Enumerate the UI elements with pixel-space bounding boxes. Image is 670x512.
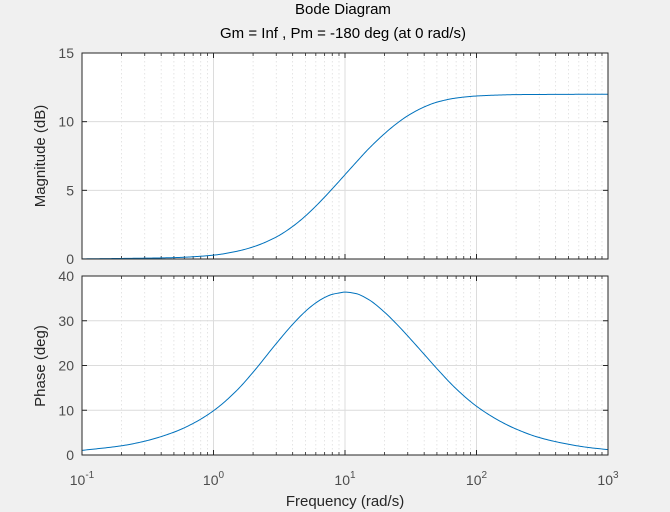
magnitude-y-axis-label: Magnitude (dB): [32, 105, 49, 208]
x-tick-label-base: 10: [203, 472, 219, 488]
phase-y-tick-label: 20: [58, 358, 74, 374]
x-tick-label: 102: [466, 470, 488, 488]
x-tick-label-exponent: 2: [482, 470, 488, 481]
phase-series-line: [81, 291, 609, 451]
magnitude-y-tick-label: 5: [66, 182, 74, 198]
magnitude-series-line: [81, 93, 608, 260]
phase-y-axis-label: Phase (deg): [32, 325, 49, 407]
phase-y-tick-labels: 0 10 20 30 40: [58, 268, 74, 463]
x-tick-label-exponent: 0: [219, 470, 225, 481]
phase-panel: 0 10 20 30 40 Phase (deg): [32, 268, 609, 463]
x-tick-label-exponent: 1: [350, 470, 356, 481]
chart-subtitle: Gm = Inf , Pm = -180 deg (at 0 rad/s): [220, 25, 466, 42]
x-tick-label-base: 10: [334, 472, 350, 488]
x-tick-label-base: 10: [597, 472, 613, 488]
magnitude-y-tick-labels: 0 5 10 15: [58, 45, 74, 267]
x-tick-label-exponent: 3: [613, 470, 619, 481]
magnitude-axes-box: [81, 52, 609, 260]
phase-y-tick-label: 10: [58, 402, 74, 418]
x-tick-labels: 10-1 100 101 102 103: [70, 470, 619, 488]
x-tick-label: 103: [597, 470, 619, 488]
x-tick-label: 101: [334, 470, 356, 488]
x-tick-label: 10-1: [70, 470, 95, 488]
x-tick-label-exponent: -1: [85, 470, 94, 481]
phase-y-tick-label: 0: [66, 447, 74, 463]
chart-title: Bode Diagram: [295, 1, 391, 18]
x-tick-label-base: 10: [70, 472, 86, 488]
phase-y-tick-label: 40: [58, 268, 74, 284]
magnitude-panel: 0 5 10 15 Magnitude (dB): [32, 45, 609, 267]
x-tick-label-base: 10: [466, 472, 482, 488]
phase-axes-box: [81, 275, 609, 456]
phase-grid: [81, 275, 609, 456]
magnitude-y-tick-label: 0: [66, 251, 74, 267]
magnitude-y-tick-label: 15: [58, 45, 74, 61]
x-tick-label: 100: [203, 470, 225, 488]
x-axis-label: Frequency (rad/s): [286, 493, 404, 510]
phase-y-tick-label: 30: [58, 313, 74, 329]
magnitude-y-tick-label: 10: [58, 114, 74, 130]
